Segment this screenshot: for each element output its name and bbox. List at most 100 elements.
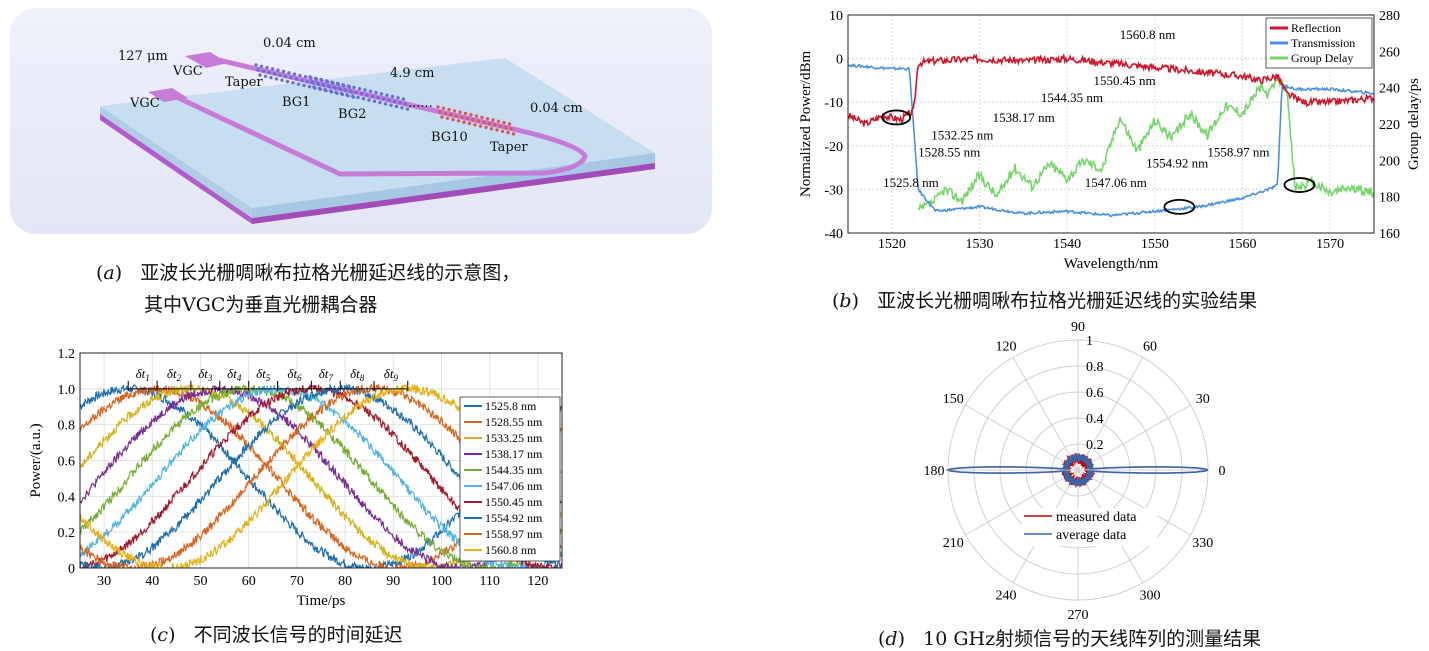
- grating-dot: [343, 88, 347, 92]
- grating-dot: [474, 114, 479, 118]
- series-line-reflection: [847, 53, 1375, 127]
- grating-dot: [265, 65, 269, 70]
- grating-dot: [370, 94, 375, 99]
- grating-dot: [495, 128, 499, 132]
- panel-c-chart: 30 40 50 60 70 80 90 100 110 120 0 0.2 0.4 0.6 0.8 1.0 1…: [20, 340, 580, 616]
- grating-dot: [484, 125, 488, 130]
- grating-dot: [363, 88, 367, 92]
- grating-dot: [504, 125, 508, 130]
- y-axis-label: Power/(a.u.): [28, 423, 44, 497]
- grating-dot: [339, 91, 344, 96]
- label-dots: ......: [408, 96, 433, 111]
- grating-dot: [445, 116, 450, 121]
- grating-dot: [400, 106, 404, 110]
- x-tick-label: 60: [242, 574, 256, 589]
- caption-b: (b) 亚波长光栅啁啾布拉格光栅延迟线的实验结果: [832, 290, 1258, 312]
- r-tick-label: 0.8: [1086, 360, 1104, 375]
- grating-dot: [272, 72, 277, 76]
- grating-dot: [285, 79, 290, 84]
- ellipse-marker-bottom: [1163, 198, 1196, 215]
- substrate-front: [100, 106, 252, 218]
- x-tick-label: 50: [194, 574, 208, 589]
- chart-b-svg: 1520 1530 1540 1550 1560 1570 -40 -30 -20 -10 0 10 1…: [798, 9, 1422, 272]
- r-tick-label: 0.2: [1086, 438, 1104, 453]
- grating-dot: [267, 70, 271, 75]
- grating-dot: [467, 121, 472, 126]
- grating-dot: [374, 90, 378, 95]
- y-right-axis-label: Group delay/ps: [1406, 78, 1422, 170]
- grating-dot: [473, 123, 477, 127]
- legend-label: 1538.17 nm: [485, 447, 543, 461]
- grating-dot: [289, 76, 293, 80]
- label-bg10: BG10: [431, 130, 468, 145]
- x-tick-label: 1520: [878, 237, 906, 252]
- grating-dot: [324, 79, 329, 83]
- y-tick-label: 0.6: [58, 455, 76, 470]
- grating-dot: [478, 124, 483, 128]
- grating-dot: [337, 86, 342, 91]
- grating-dot: [436, 105, 440, 109]
- grating-dot: [458, 110, 462, 114]
- polar-spoke: [1077, 357, 1144, 471]
- y-right-tick-label: 280: [1379, 9, 1400, 24]
- y-right-tick-label: 240: [1379, 82, 1400, 97]
- grating-dot: [485, 117, 490, 121]
- grating-dot: [307, 85, 312, 89]
- angle-tick-label: 210: [943, 536, 964, 551]
- grating-dot: [280, 78, 284, 82]
- legend-label: 1560.8 nm: [485, 543, 537, 557]
- grating-dot: [383, 102, 388, 106]
- x-tick-label: 1540: [1053, 237, 1081, 252]
- grating-dot: [345, 93, 349, 97]
- grating-dot: [480, 115, 484, 120]
- y-tick-label: 0.2: [58, 526, 76, 541]
- grating-dot: [312, 85, 316, 89]
- grating-dot: [376, 95, 380, 100]
- grating-dot: [261, 69, 266, 73]
- label-taper-right: Taper: [490, 140, 528, 155]
- grating-dot: [263, 74, 268, 79]
- grating-dot: [509, 127, 514, 131]
- y-right-tick-label: 220: [1379, 118, 1400, 133]
- polar-spoke: [965, 404, 1079, 471]
- waveguide-loop: [165, 55, 588, 177]
- annotation-label: 1550.45 nm: [1093, 73, 1155, 88]
- grating-dot: [372, 99, 377, 104]
- annotation-label: 1538.17 nm: [993, 110, 1055, 125]
- vgc-bottom-coupler: [148, 88, 188, 102]
- caption-a-line1: (a) 亚波长光栅啁啾布拉格光栅延迟线的示意图，: [96, 262, 521, 284]
- grating-dot: [276, 68, 280, 72]
- angle-tick-label: 270: [1068, 608, 1089, 620]
- grating-dot: [323, 87, 327, 92]
- grating-dot: [357, 87, 362, 91]
- legend-label: Reflection: [1291, 21, 1341, 35]
- grating-dot: [283, 74, 288, 79]
- angle-tick-label: 240: [996, 589, 1017, 604]
- grating-dot: [326, 84, 331, 88]
- grating-dot: [387, 98, 391, 102]
- series-line-group-delay: [918, 75, 1375, 211]
- grating-dot: [269, 75, 273, 80]
- grating-dot: [254, 63, 258, 67]
- grating-dot: [274, 77, 279, 81]
- grating-dot: [506, 130, 510, 135]
- y-left-tick-label: 10: [829, 9, 843, 24]
- angle-tick-label: 330: [1192, 536, 1213, 551]
- label-len-long: 4.9 cm: [390, 66, 435, 81]
- grating-dot: [469, 113, 473, 117]
- chart-c-svg: 30 40 50 60 70 80 90 100 110 120 0 0.2 0.4 0.6 0.8 1.0 1…: [28, 347, 563, 609]
- x-tick-label: 90: [386, 574, 400, 589]
- angle-tick-label: 180: [924, 464, 945, 479]
- annotation-label: 1547.06 nm: [1085, 175, 1147, 190]
- grating-dot: [462, 120, 466, 124]
- legend-label: 1547.06 nm: [485, 479, 543, 493]
- chart-d-svg: 0 30 60 90 120 150 180 210 240 270 300 330 0.2 0.4 0.6…: [924, 320, 1226, 623]
- y-left-tick-label: -30: [824, 183, 843, 198]
- grating-dot: [378, 100, 382, 105]
- grating-dot: [287, 71, 291, 75]
- grating-dot: [308, 75, 312, 79]
- x-tick-label: 110: [479, 574, 499, 589]
- legend-label: 1544.35 nm: [485, 463, 543, 477]
- legend-label: 1533.25 nm: [485, 431, 543, 445]
- x-tick-label: 70: [290, 574, 304, 589]
